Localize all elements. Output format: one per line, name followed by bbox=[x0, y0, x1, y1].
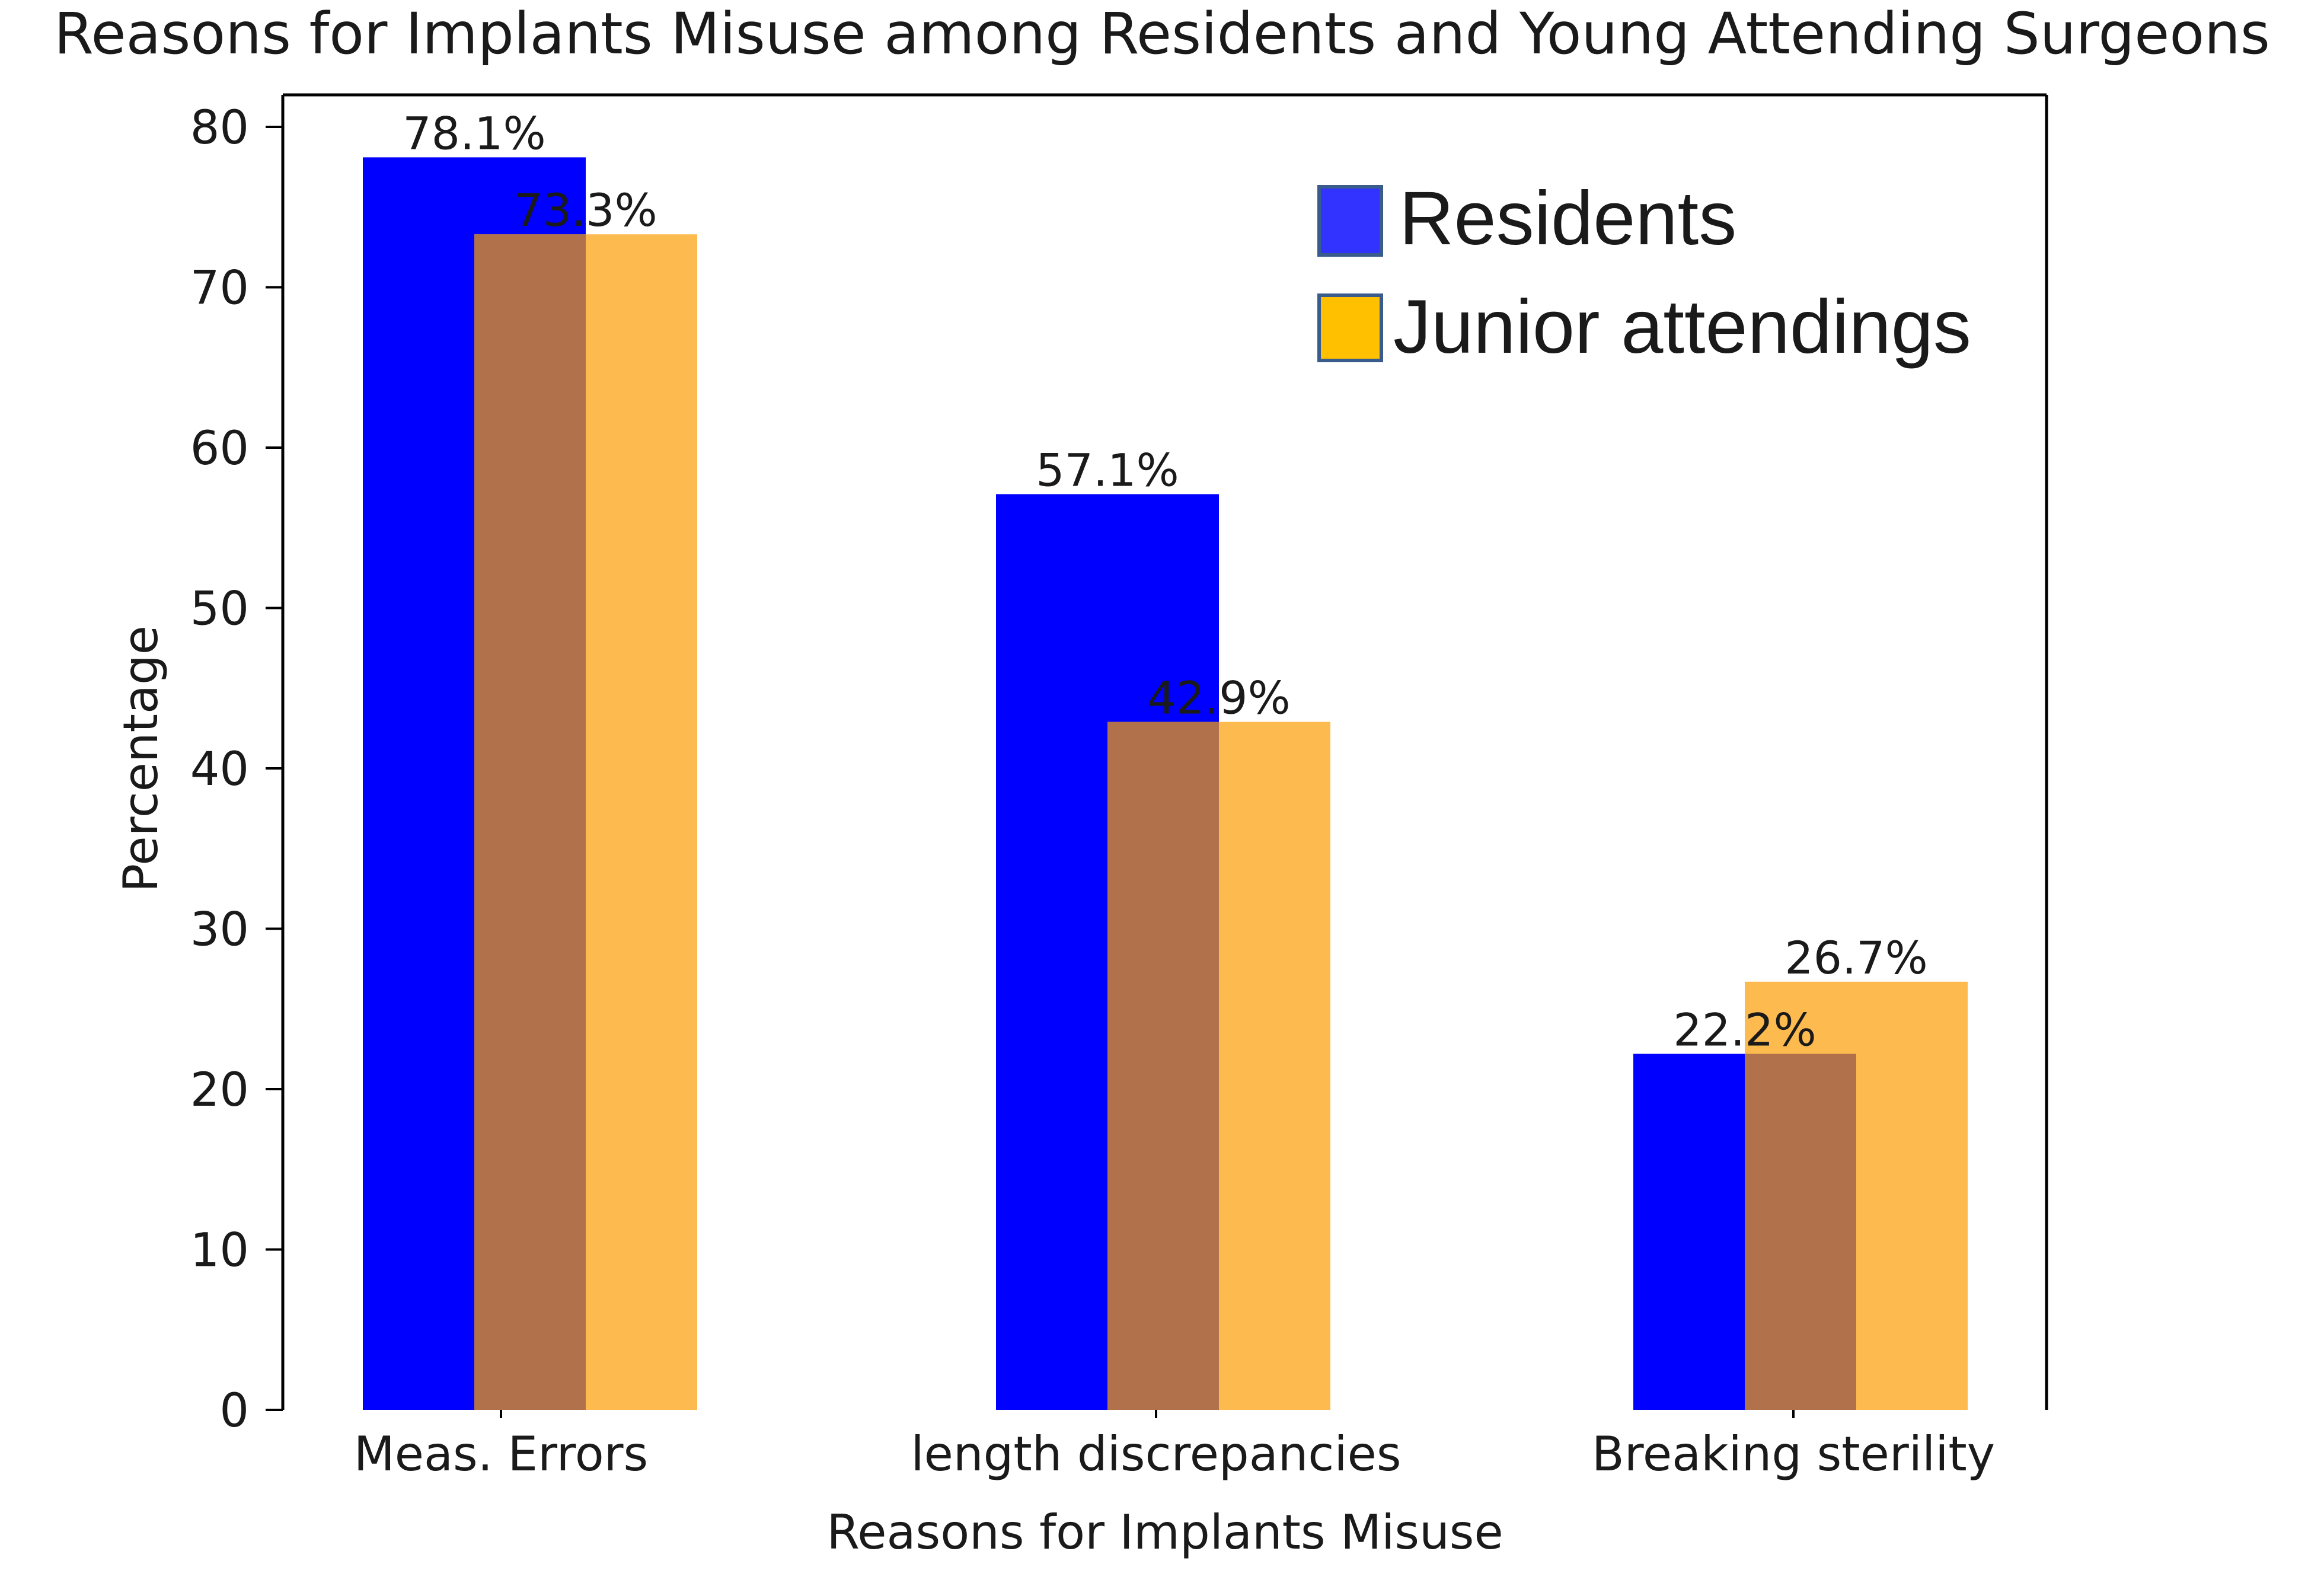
data-label-residents-meas-errors: 78.1% bbox=[403, 107, 545, 159]
bar-overlap-length-discrepancies bbox=[1107, 722, 1219, 1410]
y-tick-label-20: 20 bbox=[190, 1064, 249, 1117]
y-tick-label-40: 40 bbox=[190, 743, 249, 796]
data-labels-layer: 78.1% 73.3% 57.1% 42.9% 22.2% 26.7% bbox=[403, 107, 1927, 1056]
data-label-junior-attendings-breaking-sterility: 26.7% bbox=[1784, 931, 1927, 984]
legend: Residents Junior attendings bbox=[1317, 176, 1971, 369]
y-tick-label-50: 50 bbox=[190, 583, 249, 636]
y-tick-label-0: 0 bbox=[219, 1384, 249, 1438]
legend-swatch-junior-attendings bbox=[1317, 293, 1383, 362]
bar-overlap-breaking-sterility bbox=[1745, 1054, 1856, 1410]
data-label-residents-length-discrepancies: 57.1% bbox=[1036, 443, 1179, 496]
y-axis-label: Percentage bbox=[113, 625, 168, 892]
x-tick-label-meas-errors: Meas. Errors bbox=[354, 1426, 648, 1482]
legend-label-junior-attendings: Junior attendings bbox=[1393, 285, 1971, 369]
bars-layer bbox=[363, 157, 1968, 1410]
axes bbox=[281, 93, 2048, 1410]
y-tick-label-80: 80 bbox=[190, 101, 249, 155]
x-tick-label-length-discrepancies: length discrepancies bbox=[911, 1426, 1401, 1482]
data-label-residents-breaking-sterility: 22.2% bbox=[1673, 1003, 1816, 1056]
legend-swatch-residents bbox=[1317, 185, 1383, 257]
y-tick-label-60: 60 bbox=[190, 422, 249, 475]
y-tick-label-10: 10 bbox=[190, 1224, 249, 1278]
bar-overlap-meas-errors bbox=[474, 234, 586, 1410]
chart-title: Reasons for Implants Misuse among Reside… bbox=[54, 1, 2270, 67]
x-ticks: Meas. Errors length discrepancies Breaking… bbox=[354, 1410, 1995, 1482]
legend-label-residents: Residents bbox=[1399, 176, 1736, 261]
x-axis-label: Reasons for Implants Misuse bbox=[826, 1505, 1503, 1560]
x-tick-label-breaking-sterility: Breaking sterility bbox=[1592, 1426, 1995, 1482]
y-ticks: 0 10 20 30 40 50 60 70 80 bbox=[190, 101, 283, 1438]
data-label-junior-attendings-meas-errors: 73.3% bbox=[514, 184, 657, 237]
y-tick-label-70: 70 bbox=[190, 262, 249, 315]
y-tick-label-30: 30 bbox=[190, 904, 249, 957]
data-label-junior-attendings-length-discrepancies: 42.9% bbox=[1147, 672, 1290, 725]
